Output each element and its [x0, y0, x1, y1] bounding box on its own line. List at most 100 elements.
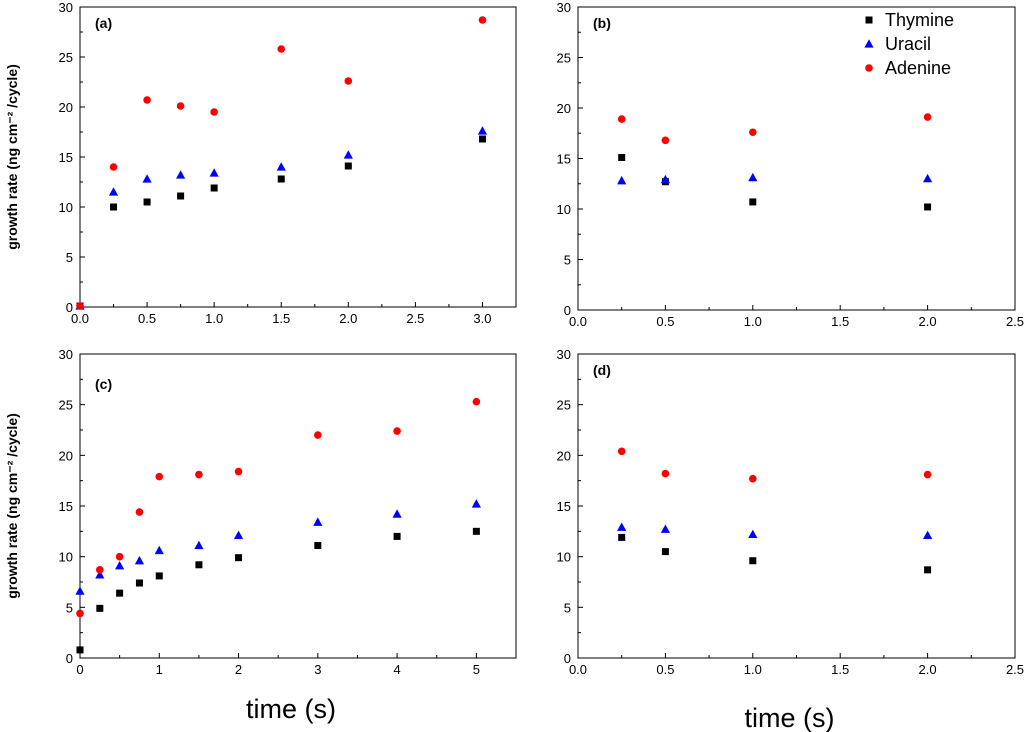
y-tick-label: 5	[564, 253, 571, 268]
point-adenine	[109, 163, 118, 171]
point-adenine	[210, 108, 218, 116]
point-uracil	[748, 529, 758, 538]
legend-marker-thymine	[865, 16, 873, 24]
point-thymine	[155, 572, 163, 580]
x-tick-label: 0.5	[656, 662, 674, 677]
series-adenine	[76, 397, 481, 618]
point-thymine	[277, 175, 285, 183]
x-axis-label: time (s)	[246, 694, 336, 724]
x-tick-label: 2.5	[406, 311, 424, 326]
point-adenine	[143, 96, 151, 104]
point-adenine	[617, 447, 626, 456]
x-tick-label: 2.5	[1006, 662, 1024, 677]
point-thymine	[478, 135, 486, 143]
legend-label: Adenine	[885, 58, 951, 78]
point-adenine	[176, 102, 185, 110]
series-adenine	[617, 447, 932, 483]
point-thymine	[210, 184, 218, 192]
point-uracil	[176, 170, 186, 179]
y-tick-label: 0	[564, 303, 571, 318]
point-thymine	[472, 527, 480, 535]
y-tick-label: 30	[59, 347, 73, 362]
point-thymine	[314, 542, 322, 550]
point-uracil	[923, 530, 933, 539]
legend-marker-uracil	[864, 39, 874, 48]
legend: Thymine Uracil Adenine	[864, 10, 954, 78]
x-tick-label: 0.5	[138, 311, 156, 326]
series-thymine	[76, 527, 480, 654]
panel-label: (a)	[95, 15, 112, 31]
point-uracil	[194, 540, 204, 550]
plot-frame	[79, 353, 517, 659]
panel-label: (b)	[593, 15, 611, 31]
x-tick-label: 1.0	[205, 311, 223, 326]
y-tick-label: 20	[557, 448, 571, 463]
point-uracil	[75, 586, 85, 595]
point-uracil	[923, 173, 933, 183]
chart-panels: 0.0 0.5 1.0 1.5 2.0 2.5 3.0051015202530(a)grow…	[4, 0, 1024, 732]
x-tick-label: 3.0	[473, 311, 491, 326]
x-tick-label: 1.0	[744, 662, 762, 677]
y-tick-label: 30	[59, 0, 73, 15]
x-tick-label: 3	[314, 662, 321, 677]
y-tick-label: 20	[557, 101, 571, 116]
x-tick-label: 4	[393, 662, 400, 677]
point-adenine	[314, 431, 322, 439]
point-uracil	[617, 175, 627, 185]
point-uracil	[115, 560, 125, 570]
point-thymine	[195, 561, 203, 569]
point-uracil	[748, 172, 758, 182]
series-uracil	[617, 172, 933, 185]
y-tick-label: 20	[59, 448, 73, 463]
y-tick-label: 5	[66, 600, 73, 615]
point-adenine	[661, 136, 670, 145]
point-thymine	[96, 604, 104, 612]
x-tick-label: 0	[76, 662, 83, 677]
y-tick-label: 10	[557, 202, 571, 217]
point-thymine	[661, 548, 669, 556]
x-tick-label: 2.0	[919, 662, 937, 677]
series-uracil	[75, 499, 481, 595]
panel-b: 0.0 0.5 1.0 1.5 2.0 2.5 0 5 10 15 20 25 30 (b)	[557, 0, 1024, 329]
legend-marker-adenine	[865, 64, 873, 72]
point-thymine	[177, 192, 185, 200]
x-tick-label: 2	[235, 662, 242, 677]
point-thymine	[135, 579, 143, 587]
y-axis-label: growth rate (ng cm⁻² /cycle)	[4, 64, 20, 250]
y-tick-label: 0	[66, 651, 73, 666]
point-adenine	[344, 77, 353, 85]
x-tick-label: 2.0	[919, 314, 937, 329]
y-tick-label: 5	[66, 250, 73, 265]
y-tick-label: 30	[557, 0, 571, 15]
point-uracil	[660, 524, 670, 533]
point-uracil	[343, 150, 353, 159]
point-adenine	[472, 397, 481, 406]
panel-d: 0.0 0.5 1.0 1.5 2.0 2.5 0 5 10 15 20 25 30 (d) time (s…	[557, 347, 1024, 732]
point-adenine	[617, 115, 626, 123]
point-adenine	[96, 566, 104, 574]
y-tick-label: 25	[557, 51, 571, 66]
y-tick-label: 10	[59, 200, 73, 215]
panel-a: 0.0 0.5 1.0 1.5 2.0 2.5 3.0 0 5 10 15 20 25 30 (a) grow…	[4, 0, 517, 326]
point-adenine	[155, 472, 164, 481]
y-tick-label: 20	[59, 100, 73, 115]
point-uracil	[142, 174, 152, 183]
series-adenine	[617, 113, 932, 145]
point-uracil	[471, 499, 481, 508]
y-tick-label: 5	[564, 600, 571, 615]
y-tick-label: 25	[59, 50, 73, 65]
point-adenine	[749, 474, 757, 483]
y-tick-label: 25	[59, 398, 73, 413]
x-tick-label: 0.0	[569, 662, 587, 677]
point-thymine	[618, 153, 626, 161]
point-uracil	[477, 126, 488, 135]
series-thymine	[618, 533, 932, 574]
series-uracil	[617, 522, 933, 539]
y-axis-label: growth rate (ng cm⁻² /cycle)	[4, 413, 20, 599]
point-adenine	[234, 467, 243, 476]
x-tick-label: 5	[473, 662, 480, 677]
point-adenine	[478, 16, 487, 24]
legend-label: Thymine	[885, 10, 954, 30]
x-tick-label: 1.5	[831, 314, 849, 329]
